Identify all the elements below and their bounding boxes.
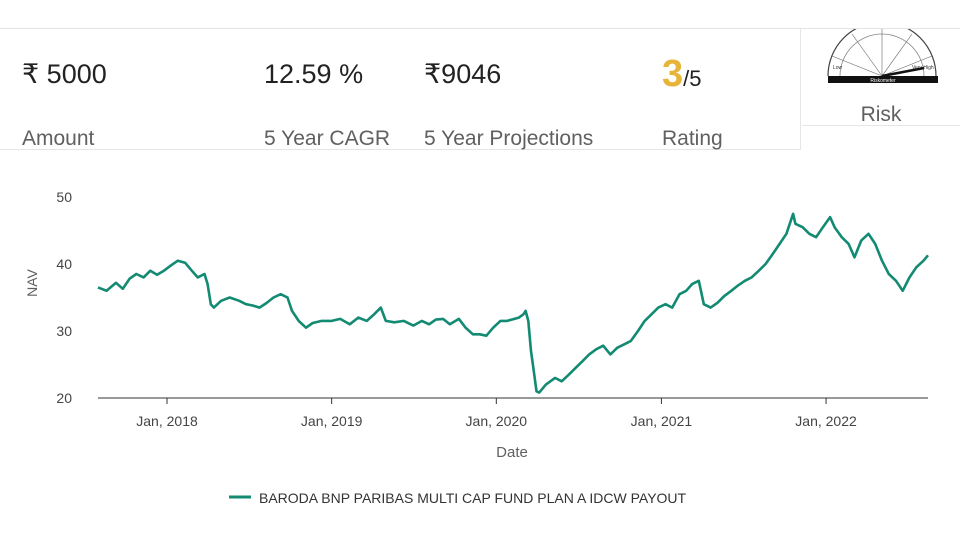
projection-value: ₹9046 [424,59,502,89]
amount-label: Amount [22,127,95,150]
x-axis-ticks: Jan, 2018 Jan, 2019 Jan, 2020 Jan, 2021 Jan,… [136,398,857,429]
amount-value: ₹ 5000 [22,59,107,89]
top-bar [0,0,960,29]
riskometer-icon: Low Very High Riskometer [827,21,938,84]
riskometer-low-label: Low [833,65,843,71]
nav-series-line [97,212,929,394]
projection-label: 5 Year Projections [424,127,594,150]
riskometer-text: Riskometer [870,78,896,84]
stats-row: ₹ 5000 Amount 12.59 % 5 Year CAGR ₹9046 … [0,21,960,151]
x-axis-label: Date [496,444,528,461]
rating-value: 3/5 [662,53,702,96]
riskometer-base [828,76,938,83]
projection-card: ₹9046 5 Year Projections [402,29,641,150]
risk-label: Risk [860,103,902,126]
x-tick-label: Jan, 2018 [136,413,198,429]
x-tick-label: Jan, 2020 [466,413,528,429]
riskometer-needle [881,66,925,78]
y-axis-ticks: 20 30 40 50 [56,189,72,406]
cagr-card: 12.59 % 5 Year CAGR [242,29,403,150]
cagr-label: 5 Year CAGR [264,127,391,150]
rating-number: 3 [662,53,684,95]
rating-card: 3/5 Rating [640,29,801,150]
y-tick-label: 40 [56,256,72,272]
y-axis-label: NAV [24,268,40,296]
rating-denominator: /5 [683,66,702,91]
amount-card: ₹ 5000 Amount [0,29,243,150]
nav-chart: 20 30 40 50 NAV Jan, 2018 Jan, 2019 Jan, 2020… [24,189,929,506]
rating-label: Rating [662,127,723,150]
x-tick-label: Jan, 2019 [301,413,363,429]
y-tick-label: 20 [56,390,72,406]
x-tick-label: Jan, 2021 [631,413,693,429]
legend-label: BARODA BNP PARIBAS MULTI CAP FUND PLAN A… [259,490,687,506]
risk-card: Low Very High Riskometer Risk [802,21,960,126]
x-tick-label: Jan, 2022 [795,413,857,429]
y-tick-label: 50 [56,189,72,205]
legend[interactable]: BARODA BNP PARIBAS MULTI CAP FUND PLAN A… [229,490,687,506]
cagr-value: 12.59 % [264,59,364,89]
y-tick-label: 30 [56,323,72,339]
